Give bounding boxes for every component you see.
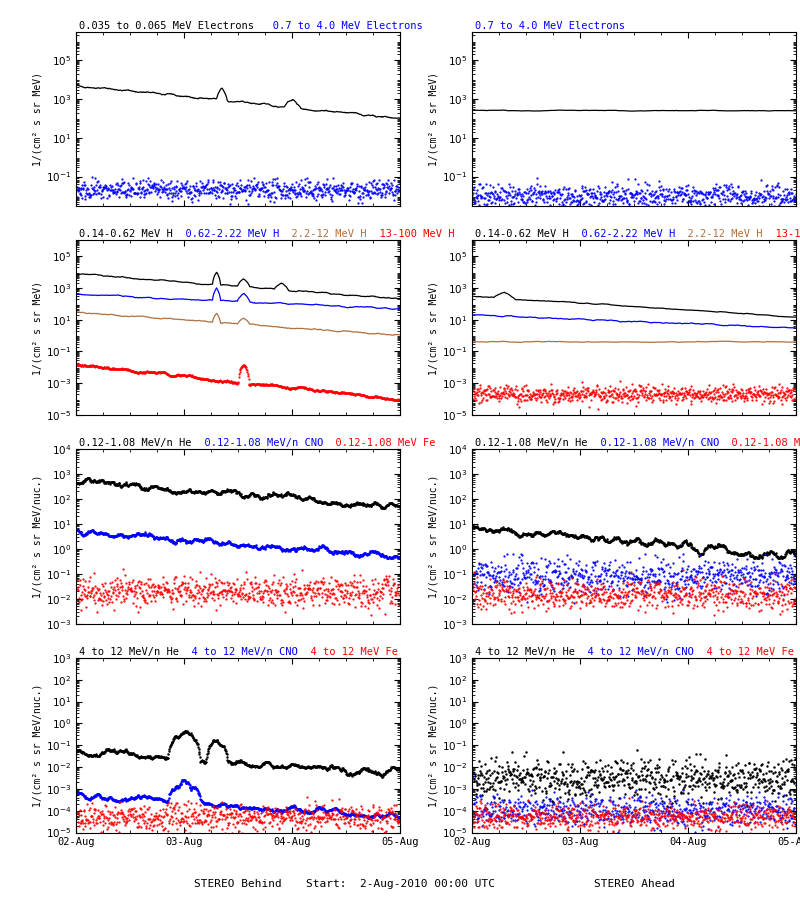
Text: 0.12-1.08 MeV/n CNO: 0.12-1.08 MeV/n CNO — [588, 438, 719, 448]
Text: STEREO Ahead: STEREO Ahead — [594, 879, 674, 889]
Text: STEREO Behind: STEREO Behind — [194, 879, 282, 889]
Text: 4 to 12 MeV Fe: 4 to 12 MeV Fe — [694, 647, 794, 657]
Text: 0.12-1.08 MeV/n He: 0.12-1.08 MeV/n He — [79, 438, 192, 448]
Text: 0.7 to 4.0 MeV Electrons: 0.7 to 4.0 MeV Electrons — [475, 21, 626, 31]
Text: 0.12-1.08 MeV/n CNO: 0.12-1.08 MeV/n CNO — [192, 438, 323, 448]
Text: 0.14-0.62 MeV H: 0.14-0.62 MeV H — [475, 230, 569, 239]
Text: 0.035 to 0.065 MeV Electrons: 0.035 to 0.065 MeV Electrons — [79, 21, 254, 31]
Text: 2.2-12 MeV H: 2.2-12 MeV H — [279, 230, 366, 239]
Y-axis label: 1/(cm² s sr MeV/nuc.): 1/(cm² s sr MeV/nuc.) — [429, 474, 439, 598]
Text: 13-100 MeV H: 13-100 MeV H — [762, 230, 800, 239]
Y-axis label: 1/(cm² s sr MeV/nuc.): 1/(cm² s sr MeV/nuc.) — [33, 474, 43, 598]
Y-axis label: 1/(cm² s sr MeV): 1/(cm² s sr MeV) — [429, 281, 439, 374]
Text: 2.2-12 MeV H: 2.2-12 MeV H — [675, 230, 762, 239]
Text: 13-100 MeV H: 13-100 MeV H — [366, 230, 454, 239]
Text: 0.62-2.22 MeV H: 0.62-2.22 MeV H — [569, 230, 675, 239]
Text: 0.14-0.62 MeV H: 0.14-0.62 MeV H — [79, 230, 173, 239]
Y-axis label: 1/(cm² s sr MeV): 1/(cm² s sr MeV) — [33, 281, 43, 374]
Text: Start:  2-Aug-2010 00:00 UTC: Start: 2-Aug-2010 00:00 UTC — [306, 879, 494, 889]
Y-axis label: 1/(cm² s sr MeV): 1/(cm² s sr MeV) — [33, 72, 43, 166]
Text: 4 to 12 MeV/n CNO: 4 to 12 MeV/n CNO — [575, 647, 694, 657]
Text: 0.62-2.22 MeV H: 0.62-2.22 MeV H — [173, 230, 279, 239]
Text: 0.12-1.08 MeV/n He: 0.12-1.08 MeV/n He — [475, 438, 588, 448]
Text: 4 to 12 MeV/n CNO: 4 to 12 MeV/n CNO — [179, 647, 298, 657]
Text: 0.12-1.08 MeV Fe: 0.12-1.08 MeV Fe — [719, 438, 800, 448]
Y-axis label: 1/(cm² s sr MeV/nuc.): 1/(cm² s sr MeV/nuc.) — [33, 683, 42, 807]
Y-axis label: 1/(cm² s sr MeV): 1/(cm² s sr MeV) — [429, 72, 439, 166]
Y-axis label: 1/(cm² s sr MeV/nuc.): 1/(cm² s sr MeV/nuc.) — [429, 683, 438, 807]
Text: 4 to 12 MeV/n He: 4 to 12 MeV/n He — [79, 647, 179, 657]
Text: 0.12-1.08 MeV Fe: 0.12-1.08 MeV Fe — [323, 438, 435, 448]
Text: 4 to 12 MeV/n He: 4 to 12 MeV/n He — [475, 647, 575, 657]
Text: 0.7 to 4.0 MeV Electrons: 0.7 to 4.0 MeV Electrons — [254, 21, 423, 31]
Text: 4 to 12 MeV Fe: 4 to 12 MeV Fe — [298, 647, 398, 657]
